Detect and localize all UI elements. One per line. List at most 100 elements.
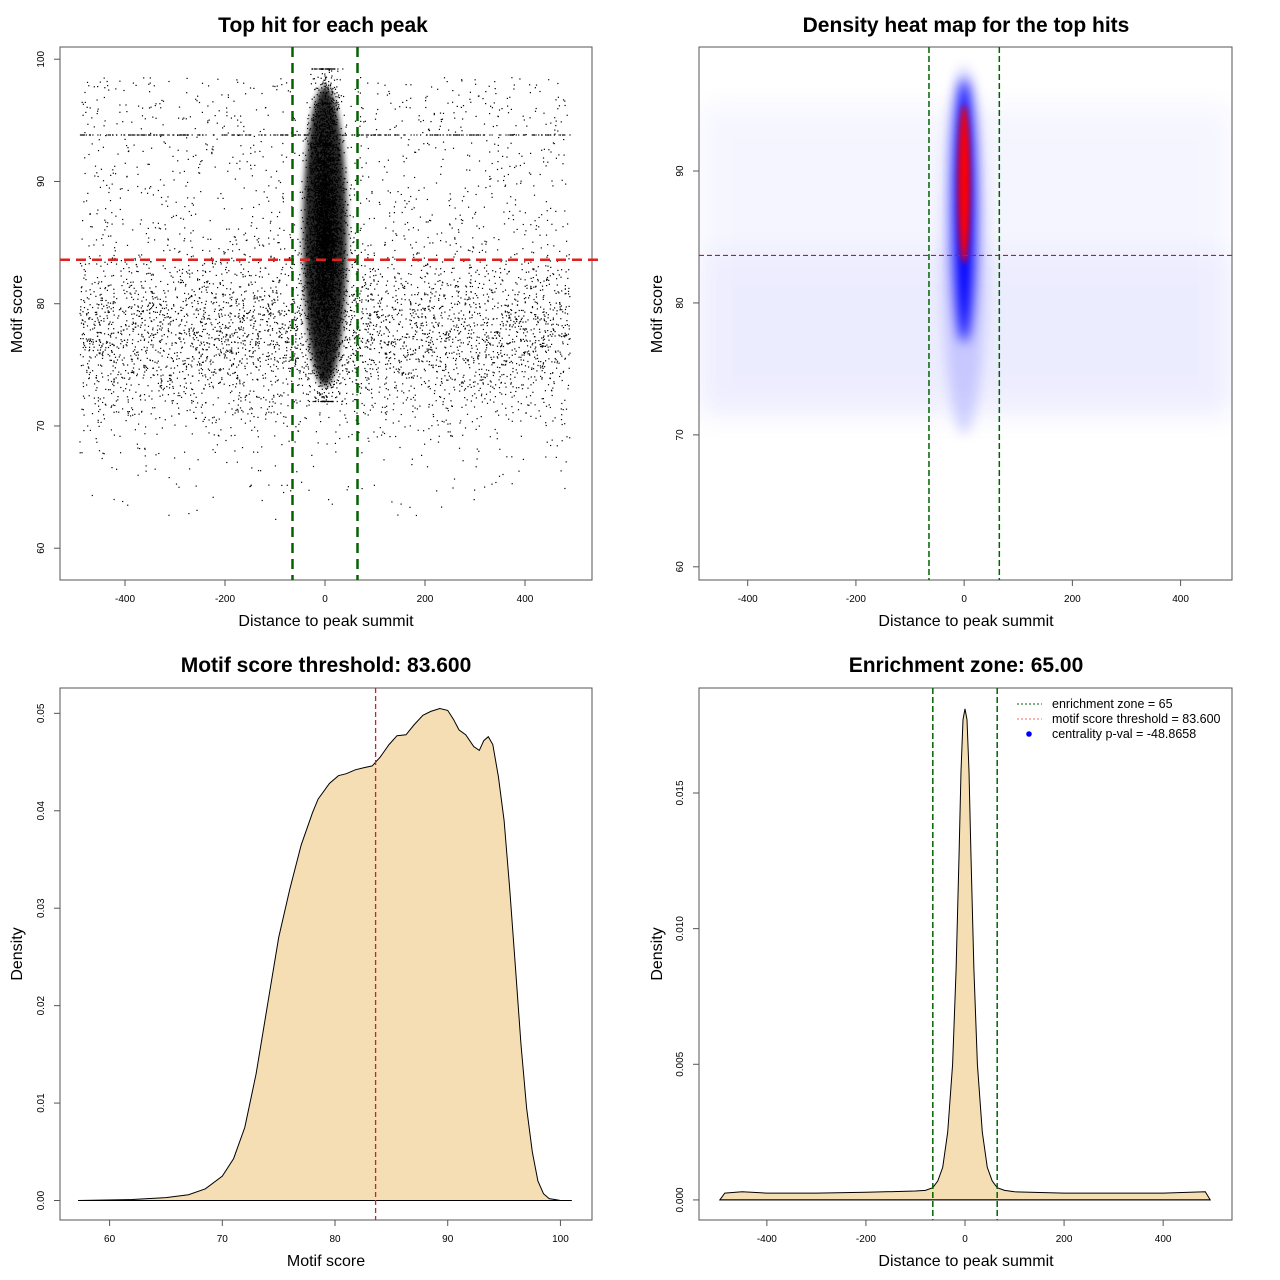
- scatter-point: [151, 302, 154, 304]
- scatter-point: [550, 304, 552, 306]
- scatter-point: [529, 354, 531, 356]
- scatter-point: [481, 379, 483, 381]
- scatter-point: [429, 301, 431, 303]
- scatter-point: [127, 372, 129, 374]
- scatter-point: [162, 323, 164, 325]
- scatter-point: [290, 490, 292, 492]
- scatter-point: [270, 255, 272, 257]
- scatter-point: [272, 370, 274, 372]
- scatter-point: [161, 355, 163, 357]
- scatter-point: [165, 301, 167, 303]
- scatter-point: [542, 342, 544, 344]
- scatter-point: [464, 397, 466, 399]
- scatter-point: [262, 374, 264, 376]
- scatter-point: [354, 299, 356, 301]
- scatter-point: [184, 360, 186, 362]
- scatter-point: [200, 356, 202, 358]
- scatter-point: [460, 126, 462, 128]
- scatter-point: [199, 320, 202, 322]
- scatter-point: [462, 358, 464, 360]
- scatter-point: [236, 331, 238, 334]
- scatter-point: [270, 370, 273, 372]
- scatter-point: [441, 232, 443, 234]
- scatter-point: [187, 293, 190, 295]
- scatter-point: [301, 366, 303, 368]
- scatter-point: [115, 411, 118, 413]
- scatter-point: [81, 134, 84, 136]
- scatter-point: [99, 408, 101, 411]
- scatter-point: [283, 357, 285, 359]
- scatter-point: [221, 332, 223, 334]
- scatter-point: [169, 383, 171, 385]
- scatter-point: [201, 318, 203, 320]
- scatter-point: [346, 489, 348, 491]
- x-axis-label: Distance to peak summit: [238, 613, 414, 630]
- scatter-point: [454, 238, 456, 240]
- scatter-point: [229, 297, 231, 299]
- scatter-point: [179, 275, 181, 278]
- scatter-point: [482, 383, 484, 385]
- scatter-point: [152, 305, 154, 307]
- scatter-point: [522, 115, 524, 117]
- scatter-point: [136, 270, 138, 272]
- scatter-point: [372, 368, 374, 370]
- scatter-point: [225, 134, 227, 136]
- scatter-point: [394, 126, 396, 128]
- scatter-point: [312, 465, 315, 468]
- scatter-point: [353, 194, 356, 196]
- scatter-point: [478, 251, 481, 253]
- scatter-point: [510, 256, 512, 258]
- scatter-point: [225, 266, 227, 268]
- scatter-point: [233, 358, 235, 360]
- scatter-point: [107, 328, 110, 330]
- scatter-point: [461, 382, 463, 384]
- scatter-point: [271, 328, 274, 330]
- scatter-point: [281, 444, 283, 446]
- scatter-point: [440, 118, 442, 121]
- scatter-point: [352, 295, 354, 297]
- scatter-point: [379, 300, 381, 302]
- scatter-point: [486, 264, 488, 266]
- scatter-point: [431, 288, 433, 290]
- scatter-point: [511, 309, 513, 311]
- scatter-point: [386, 171, 388, 173]
- scatter-point: [414, 394, 416, 396]
- scatter-point: [182, 118, 184, 120]
- scatter-point: [149, 272, 151, 274]
- scatter-point: [452, 147, 455, 149]
- scatter-point: [371, 294, 373, 296]
- scatter-point: [497, 150, 499, 152]
- scatter-point: [301, 336, 303, 338]
- scatter-point: [242, 299, 244, 301]
- scatter-point: [232, 322, 234, 324]
- scatter-point: [377, 375, 379, 377]
- scatter-point: [251, 412, 253, 415]
- scatter-point: [135, 322, 137, 324]
- scatter-point: [191, 375, 193, 377]
- scatter-point: [475, 345, 477, 347]
- scatter-point: [447, 284, 449, 287]
- scatter-point: [412, 254, 415, 256]
- scatter-point: [104, 219, 106, 221]
- scatter-point: [98, 425, 100, 427]
- scatter-point: [123, 312, 125, 314]
- scatter-point: [400, 303, 402, 305]
- scatter-point: [520, 403, 522, 405]
- scatter-point: [282, 142, 284, 145]
- scatter-point: [390, 343, 392, 345]
- scatter-point: [411, 327, 413, 329]
- scatter-point: [151, 340, 153, 342]
- scatter-point: [232, 335, 234, 337]
- scatter-point: [212, 303, 214, 305]
- scatter-point: [262, 217, 264, 219]
- scatter-point: [149, 82, 151, 84]
- scatter-point: [289, 324, 291, 326]
- scatter-point: [562, 134, 564, 136]
- scatter-point: [373, 134, 375, 136]
- scatter-point: [216, 337, 218, 340]
- scatter-point: [387, 344, 389, 346]
- scatter-point: [532, 268, 534, 270]
- scatter-point: [550, 207, 552, 209]
- scatter-point: [139, 395, 141, 397]
- scatter-point: [563, 335, 565, 337]
